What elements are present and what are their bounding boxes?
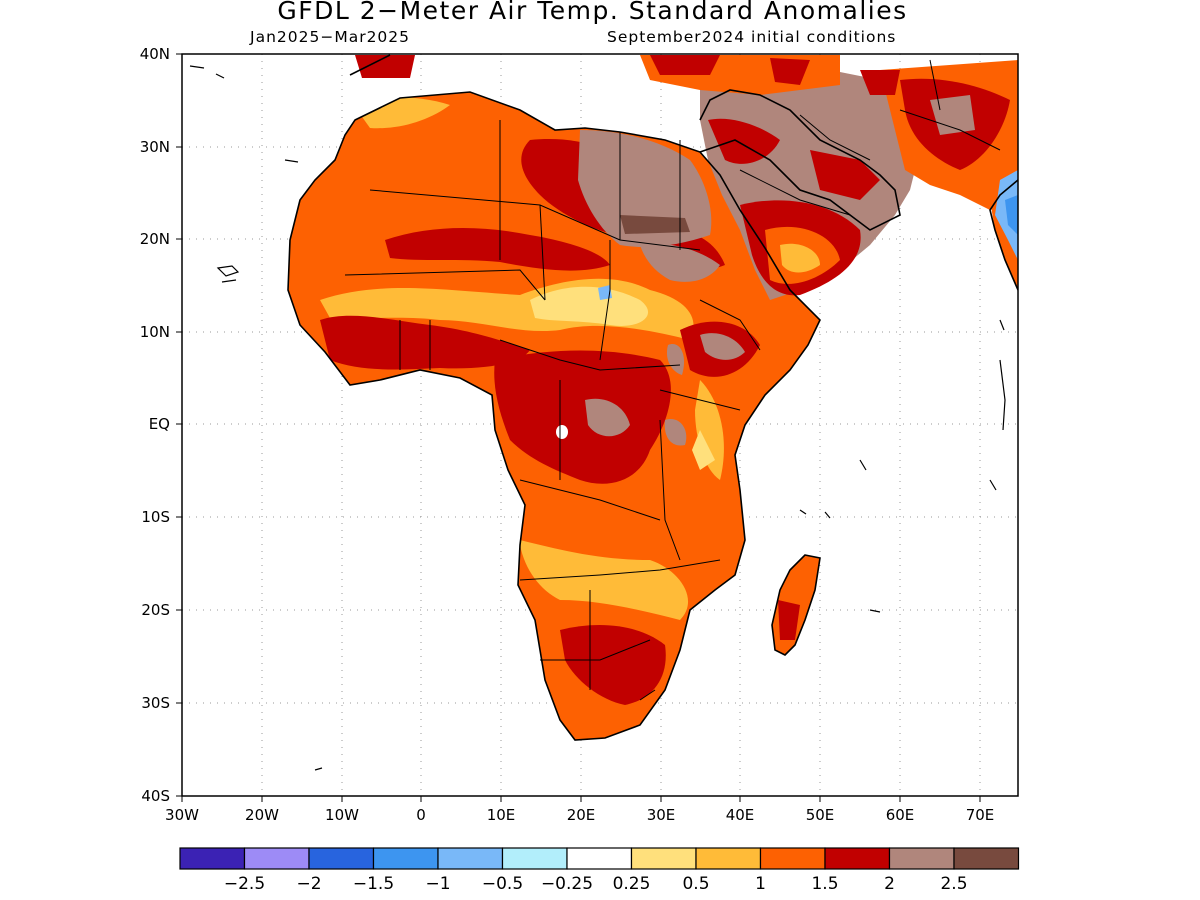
colorbar-label: −2.5	[224, 874, 265, 894]
colorbar-swatch	[243, 847, 310, 870]
colorbar-label: 1	[755, 874, 766, 894]
map-title: GFDL 2−Meter Air Temp. Standard Anomalie…	[277, 0, 908, 25]
initial-conditions: September2024 initial conditions	[607, 28, 897, 46]
colorbar-swatch	[630, 847, 697, 870]
colorbar-label: 0.5	[682, 874, 709, 894]
colorbar-label: 2	[884, 874, 895, 894]
colorbar-swatch	[437, 847, 504, 870]
colorbar-swatch	[501, 847, 568, 870]
forecast-period: Jan2025−Mar2025	[250, 28, 411, 46]
lat-label: 20N	[140, 230, 170, 248]
lon-label: 10E	[487, 806, 516, 824]
colorbar-label: −0.25	[541, 874, 593, 894]
lat-label: 40N	[140, 45, 170, 63]
lat-label: 40S	[141, 787, 170, 805]
colorbar-swatch	[759, 847, 826, 870]
longitude-labels: 30W 20W 10W 0 10E 20E 30E 40E 50E 60E 70…	[165, 806, 994, 824]
colorbar-label: 0.25	[613, 874, 651, 894]
colorbar-swatch	[308, 847, 375, 870]
lon-label: 0	[416, 806, 426, 824]
colorbar-swatch	[372, 847, 439, 870]
islands	[189, 65, 1006, 771]
colorbar	[179, 847, 1020, 870]
lat-label: 10N	[140, 323, 170, 341]
lon-label: 10W	[325, 806, 359, 824]
lat-label: EQ	[149, 415, 170, 433]
coastlines	[287, 54, 1018, 741]
lat-label: 20S	[141, 601, 170, 619]
colorbar-label: −1	[425, 874, 450, 894]
lon-label: 20E	[567, 806, 596, 824]
lon-label: 30W	[165, 806, 199, 824]
lon-label: 20W	[245, 806, 279, 824]
colorbar-label: −0.5	[482, 874, 523, 894]
lon-label: 60E	[886, 806, 915, 824]
country-borders	[344, 59, 1001, 701]
colorbar-label: −2	[296, 874, 321, 894]
latitude-labels: 40N 30N 20N 10N EQ 10S 20S 30S 40S	[140, 45, 170, 805]
colorbar-swatch	[953, 847, 1020, 870]
lon-label: 30E	[647, 806, 676, 824]
lat-label: 10S	[141, 508, 170, 526]
colorbar-labels: −2.5 −2 −1.5 −1 −0.5 −0.25 0.25 0.5 1 1.5 2 2.5	[224, 874, 968, 894]
colorbar-swatch	[566, 847, 633, 870]
colorbar-swatch	[695, 847, 762, 870]
colorbar-label: −1.5	[353, 874, 394, 894]
colorbar-label: 2.5	[940, 874, 967, 894]
axis-ticks	[176, 53, 981, 802]
colorbar-label: 1.5	[811, 874, 838, 894]
lon-label: 40E	[726, 806, 755, 824]
plot-frame	[181, 53, 1019, 797]
colorbar-swatch	[824, 847, 891, 870]
lon-label: 70E	[966, 806, 995, 824]
lon-label: 50E	[806, 806, 835, 824]
madagascar-anomaly-field	[772, 555, 820, 655]
colorbar-swatch	[888, 847, 955, 870]
colorbar-swatch	[179, 847, 246, 870]
arabia-anomaly-field	[355, 55, 1018, 300]
lat-label: 30S	[141, 694, 170, 712]
lat-label: 30N	[140, 138, 170, 156]
